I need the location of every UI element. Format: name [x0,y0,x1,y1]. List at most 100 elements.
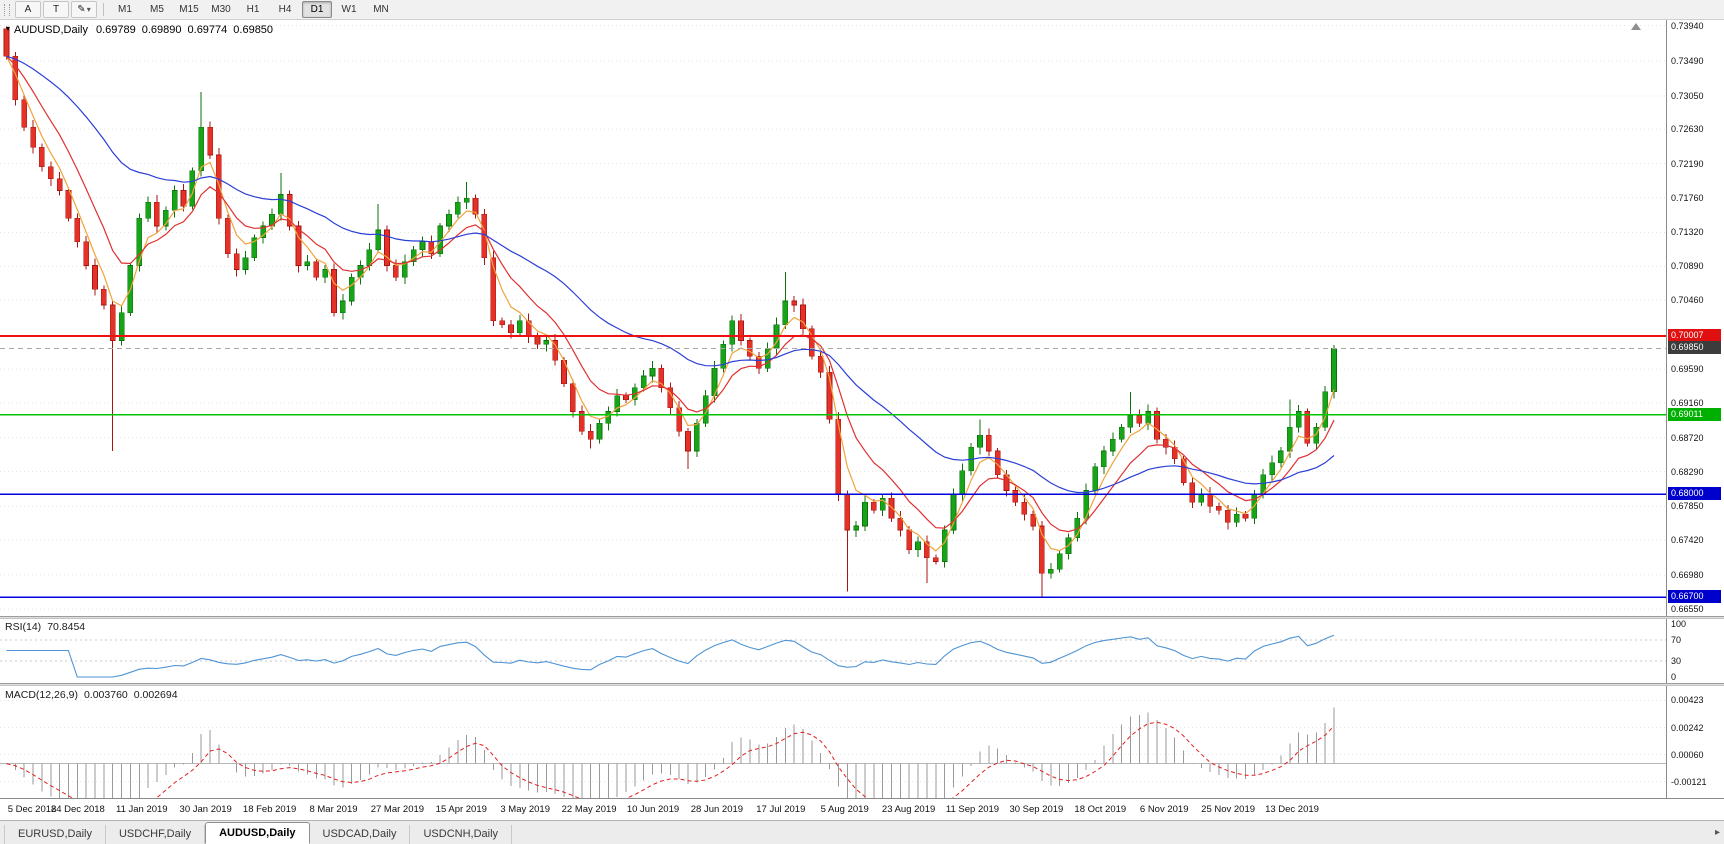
pencil-icon: ✎ [77,4,86,15]
tab-usdchf-daily[interactable]: USDCHF,Daily [106,825,206,844]
date-axis-label: 30 Jan 2019 [179,804,232,815]
price-axis-label: 0.71760 [1671,192,1704,203]
rsi-name: RSI(14) [5,621,42,633]
price-axis-label: 0.66980 [1671,569,1704,580]
date-axis-label: 27 Mar 2019 [370,804,425,815]
date-axis-label: 22 May 2019 [561,804,617,815]
price-axis-label: 0.70460 [1671,295,1704,306]
price-axis-label: 0.72190 [1671,158,1704,169]
date-axis-label: 30 Sep 2019 [1009,804,1064,815]
date-axis-label: 8 Mar 2019 [309,804,358,815]
price-axis-label: 0.73050 [1671,90,1704,101]
toolbar-separator [103,3,104,16]
rsi-value: 70.8454 [47,621,86,633]
timeframe-h1-button[interactable]: H1 [246,4,260,15]
rsi-axis-label: 100 [1671,619,1687,629]
rsi-axis-label: 70 [1671,634,1682,645]
macd-signal-value: 0.002694 [133,689,178,701]
macd-name: MACD(12,26,9) [5,689,78,701]
price-axis-label: 0.67850 [1671,501,1704,512]
price-axis-label: 0.67420 [1671,535,1704,546]
draw-tool-button[interactable]: ✎ ▾ [71,1,97,18]
chart-shift-marker[interactable] [1631,23,1641,30]
date-axis-label: 6 Nov 2019 [1139,804,1189,815]
timeframe-h4-button[interactable]: H4 [278,4,292,15]
price-axis-label: 0.69160 [1671,397,1704,408]
rsi-axis-label: 0 [1671,672,1677,682]
timeframe-mn-button[interactable]: MN [373,4,389,15]
ma-9-line [6,55,1335,533]
tab-audusd-daily[interactable]: AUDUSD,Daily [205,822,310,844]
toolbar-grip[interactable] [4,3,10,16]
date-axis[interactable]: 5 Dec 2018 24 Dec 2018 11 Jan 2019 30 Jan 2… [0,798,1724,820]
rsi-axis-label: 30 [1671,656,1682,667]
timeframe-w1-button[interactable]: W1 [341,4,357,15]
date-axis-label: 18 Feb 2019 [242,804,297,815]
price-level-tag: 0.69011 [1668,407,1721,421]
chart-symbol-label: AUDUSD,Daily [14,24,88,36]
price-chart-pane[interactable] [0,20,1666,616]
ohlc-close: 0.69850 [233,24,274,36]
date-axis-label: 17 Jul 2019 [756,804,806,815]
price-axis-label: 0.72630 [1671,123,1704,134]
rsi-pane[interactable] [0,619,1666,683]
date-axis-label: 24 Dec 2018 [50,804,105,815]
timeframe-m30-button[interactable]: M30 [211,4,231,15]
price-level-tag: 0.70007 [1668,328,1721,342]
chart-tab-bar: EURUSD,Daily USDCHF,Daily AUDUSD,Daily U… [0,820,1724,844]
macd-histogram [14,707,1335,798]
date-axis-label: 11 Sep 2019 [945,804,1000,815]
price-axis-label: 0.69590 [1671,363,1704,374]
date-axis-label: 18 Oct 2019 [1074,804,1127,815]
macd-axis-label: 0.00242 [1671,722,1704,733]
date-axis-label: 25 Nov 2019 [1201,804,1256,815]
chart-ohlc-header: ▾ AUDUSD,Daily 0.69789 0.69890 0.69774 0… [6,24,273,36]
price-axis-label: 0.68290 [1671,466,1704,477]
text-tool-button[interactable]: T [43,1,69,18]
price-axis-label: 0.68720 [1671,432,1704,443]
macd-axis-label: 0.00423 [1671,695,1704,706]
price-level-tag: 0.68000 [1668,487,1721,501]
tab-usdcnh-daily[interactable]: USDCNH,Daily [410,825,513,844]
rsi-line [6,634,1335,678]
ma-4-line [5,56,1335,552]
cursor-a-button[interactable]: A [15,1,41,18]
timeframe-d1-button[interactable]: D1 [302,1,332,18]
tab-usdcad-daily[interactable]: USDCAD,Daily [310,825,411,844]
date-axis-label: 11 Jan 2019 [116,804,168,815]
timeframe-m1-button[interactable]: M1 [118,4,132,15]
ohlc-low: 0.69774 [187,24,228,36]
pane-separator[interactable] [0,616,1724,619]
candles-layer [3,26,1337,598]
price-level-tag: 0.69850 [1668,341,1721,355]
ohlc-open: 0.69789 [95,24,136,36]
price-axis[interactable]: 0.73940 0.73490 0.73050 0.72630 0.72190 0.717… [1666,20,1724,798]
price-axis-label: 0.66550 [1671,603,1704,614]
date-axis-label: 3 May 2019 [500,804,551,815]
timeframe-m5-button[interactable]: M5 [150,4,164,15]
date-axis-label: 15 Apr 2019 [435,804,487,815]
macd-label: MACD(12,26,9) 0.003760 0.002694 [5,689,178,701]
rsi-label: RSI(14) 70.8454 [5,621,85,633]
macd-axis-label: 0.00060 [1671,749,1704,760]
price-level-tag: 0.66700 [1668,590,1721,604]
ma-30-line [6,55,1335,494]
price-axis-label: 0.70890 [1671,261,1704,272]
date-axis-label: 5 Aug 2019 [820,804,869,815]
date-axis-label: 28 Jun 2019 [690,804,744,815]
toolbar: A T ✎ ▾ M1 M5 M15 M30 H1 H4 D1 W1 MN [0,0,1724,20]
date-axis-label: 10 Jun 2019 [626,804,680,815]
timeframe-m15-button[interactable]: M15 [179,4,199,15]
symbol-caret-icon: ▾ [6,24,11,33]
price-axis-label: 0.73490 [1671,56,1704,67]
pane-separator[interactable] [0,683,1724,686]
tab-scroll-right-icon[interactable]: ▸ [1714,827,1720,838]
macd-pane[interactable] [0,686,1666,798]
macd-main-value: 0.003760 [83,689,128,701]
tab-eurusd-daily[interactable]: EURUSD,Daily [4,825,106,844]
ohlc-high: 0.69890 [141,24,182,36]
date-axis-label: 23 Aug 2019 [881,804,936,815]
date-axis-label: 5 Dec 2018 [7,804,57,815]
macd-signal-line [6,721,1335,798]
